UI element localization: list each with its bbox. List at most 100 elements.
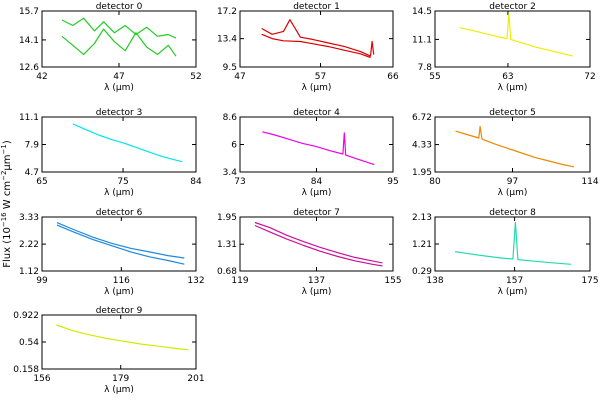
panel-title: detector 0 <box>96 2 143 12</box>
panel-title: detector 1 <box>293 2 340 12</box>
y-tick-label: 14.1 <box>19 36 39 46</box>
y-tick-label: 17.2 <box>217 7 237 17</box>
x-tick-label: 73 <box>234 177 245 187</box>
spectrum-line <box>261 33 371 59</box>
y-tick-label: 9.5 <box>223 63 237 73</box>
y-tick-label: 0.68 <box>217 267 237 277</box>
spectrum-line <box>56 224 185 265</box>
chart-panel: detector 2 55 63 72 7.8 11.1 14.5 λ (μm) <box>412 2 596 93</box>
y-tick-label: 0.158 <box>13 365 39 375</box>
panel-title: detector 8 <box>489 208 536 218</box>
ylabel-exp2: −2 <box>0 171 8 181</box>
y-tick-label: 3.4 <box>223 168 238 178</box>
x-tick-label: 179 <box>112 374 129 384</box>
panel-title: detector 4 <box>293 108 340 118</box>
x-tick-label: 66 <box>387 72 399 82</box>
x-tick-label: 119 <box>231 276 248 286</box>
x-tick-label: 137 <box>308 276 325 286</box>
y-tick-label: 12.6 <box>19 63 39 73</box>
plot-frame <box>41 216 197 272</box>
x-axis-label: λ (μm) <box>104 83 134 93</box>
y-tick-label: 2.13 <box>412 213 432 223</box>
ylabel-suffix: ) <box>2 140 13 144</box>
panel-title: detector 7 <box>293 208 340 218</box>
x-tick-label: 57 <box>315 72 326 82</box>
x-tick-label: 116 <box>113 276 130 286</box>
x-axis-label: λ (μm) <box>104 287 134 297</box>
x-tick-label: 155 <box>384 276 401 286</box>
spectrum-line <box>61 17 177 39</box>
spectrum-line <box>262 131 375 166</box>
x-tick-label: 138 <box>426 276 443 286</box>
y-tick-label: 11.1 <box>412 35 432 45</box>
y-tick-label: 7.9 <box>25 141 40 151</box>
y-tick-label: 14.5 <box>412 7 432 17</box>
x-tick-label: 97 <box>507 177 518 187</box>
spectrum-line <box>254 224 383 267</box>
y-tick-label: 0.54 <box>19 338 39 348</box>
ylabel-exp1: −16 <box>0 212 8 227</box>
x-tick-label: 75 <box>117 177 128 187</box>
x-tick-label: 63 <box>502 72 513 82</box>
y-tick-label: 4.7 <box>25 168 39 178</box>
spectrum-line <box>61 28 177 57</box>
x-tick-label: 201 <box>187 374 204 384</box>
chart-panel: detector 9 156 179 201 0.158 0.54 0.922 λ (μm) <box>13 306 204 395</box>
y-tick-label: 15.7 <box>19 7 39 17</box>
y-tick-label: 1.31 <box>217 240 237 250</box>
y-tick-label: 1.12 <box>19 267 39 277</box>
x-tick-label: 55 <box>429 72 440 82</box>
x-tick-label: 52 <box>190 72 201 82</box>
x-axis-label: λ (μm) <box>104 188 134 198</box>
panel-title: detector 2 <box>489 2 536 12</box>
x-axis-label: λ (μm) <box>498 287 528 297</box>
ylabel-unit: μm <box>2 154 13 170</box>
chart-panel: detector 6 99 116 132 1.12 2.22 3.33 λ (μm) <box>19 208 205 297</box>
x-tick-label: 95 <box>387 177 398 187</box>
x-axis-label: λ (μm) <box>104 385 134 395</box>
y-tick-label: 3.33 <box>19 213 39 223</box>
x-tick-label: 65 <box>36 177 47 187</box>
chart-panel: detector 3 65 75 84 4.7 7.9 11.1 λ (μm) <box>19 108 202 198</box>
spectrum-line <box>459 12 573 57</box>
x-axis-label: λ (μm) <box>302 188 332 198</box>
y-tick-label: 4.33 <box>412 141 432 151</box>
panel-title: detector 5 <box>489 108 536 118</box>
spectrum-line <box>455 221 572 265</box>
y-tick-label: 1.95 <box>412 168 432 178</box>
chart-panel: detector 5 80 97 114 1.95 4.33 6.72 λ (μm) <box>412 108 599 198</box>
panel-title: detector 6 <box>96 208 143 218</box>
x-tick-label: 72 <box>584 72 595 82</box>
plot-frame <box>434 116 591 173</box>
plot-frame <box>41 314 197 370</box>
x-tick-label: 80 <box>429 177 441 187</box>
x-axis-label: λ (μm) <box>498 83 528 93</box>
y-tick-label: 11.1 <box>19 113 39 123</box>
spectrum-line <box>254 221 383 264</box>
spectrum-line <box>261 19 375 57</box>
y-tick-label: 8.6 <box>223 113 238 123</box>
x-tick-label: 132 <box>187 276 204 286</box>
y-tick-label: 1.95 <box>217 213 237 223</box>
y-tick-label: 7.8 <box>418 63 433 73</box>
chart-panel: detector 1 47 57 66 9.5 13.4 17.2 λ (μm) <box>217 2 399 93</box>
x-tick-label: 99 <box>36 276 48 286</box>
y-tick-label: 1.21 <box>412 240 432 250</box>
spectrum-line <box>56 222 185 259</box>
panel-title: detector 9 <box>96 306 143 316</box>
chart-panel: detector 0 42 47 52 12.6 14.1 15.7 λ (μm) <box>19 2 202 93</box>
chart-panel: detector 8 138 157 175 0.29 1.21 2.13 λ (μm) <box>412 208 599 297</box>
y-tick-label: 0.922 <box>13 311 39 321</box>
x-axis-label: λ (μm) <box>302 83 332 93</box>
y-axis-label: Flux (10−16 W cm−2μm−1) <box>0 140 13 268</box>
y-tick-label: 13.4 <box>217 35 237 45</box>
x-axis-label: λ (μm) <box>498 188 528 198</box>
x-tick-label: 47 <box>113 72 124 82</box>
plot-frame <box>434 216 591 272</box>
ylabel-prefix: Flux (10 <box>2 227 13 268</box>
plot-frame <box>41 116 197 173</box>
x-tick-label: 175 <box>581 276 598 286</box>
spectrum-line <box>56 324 189 351</box>
